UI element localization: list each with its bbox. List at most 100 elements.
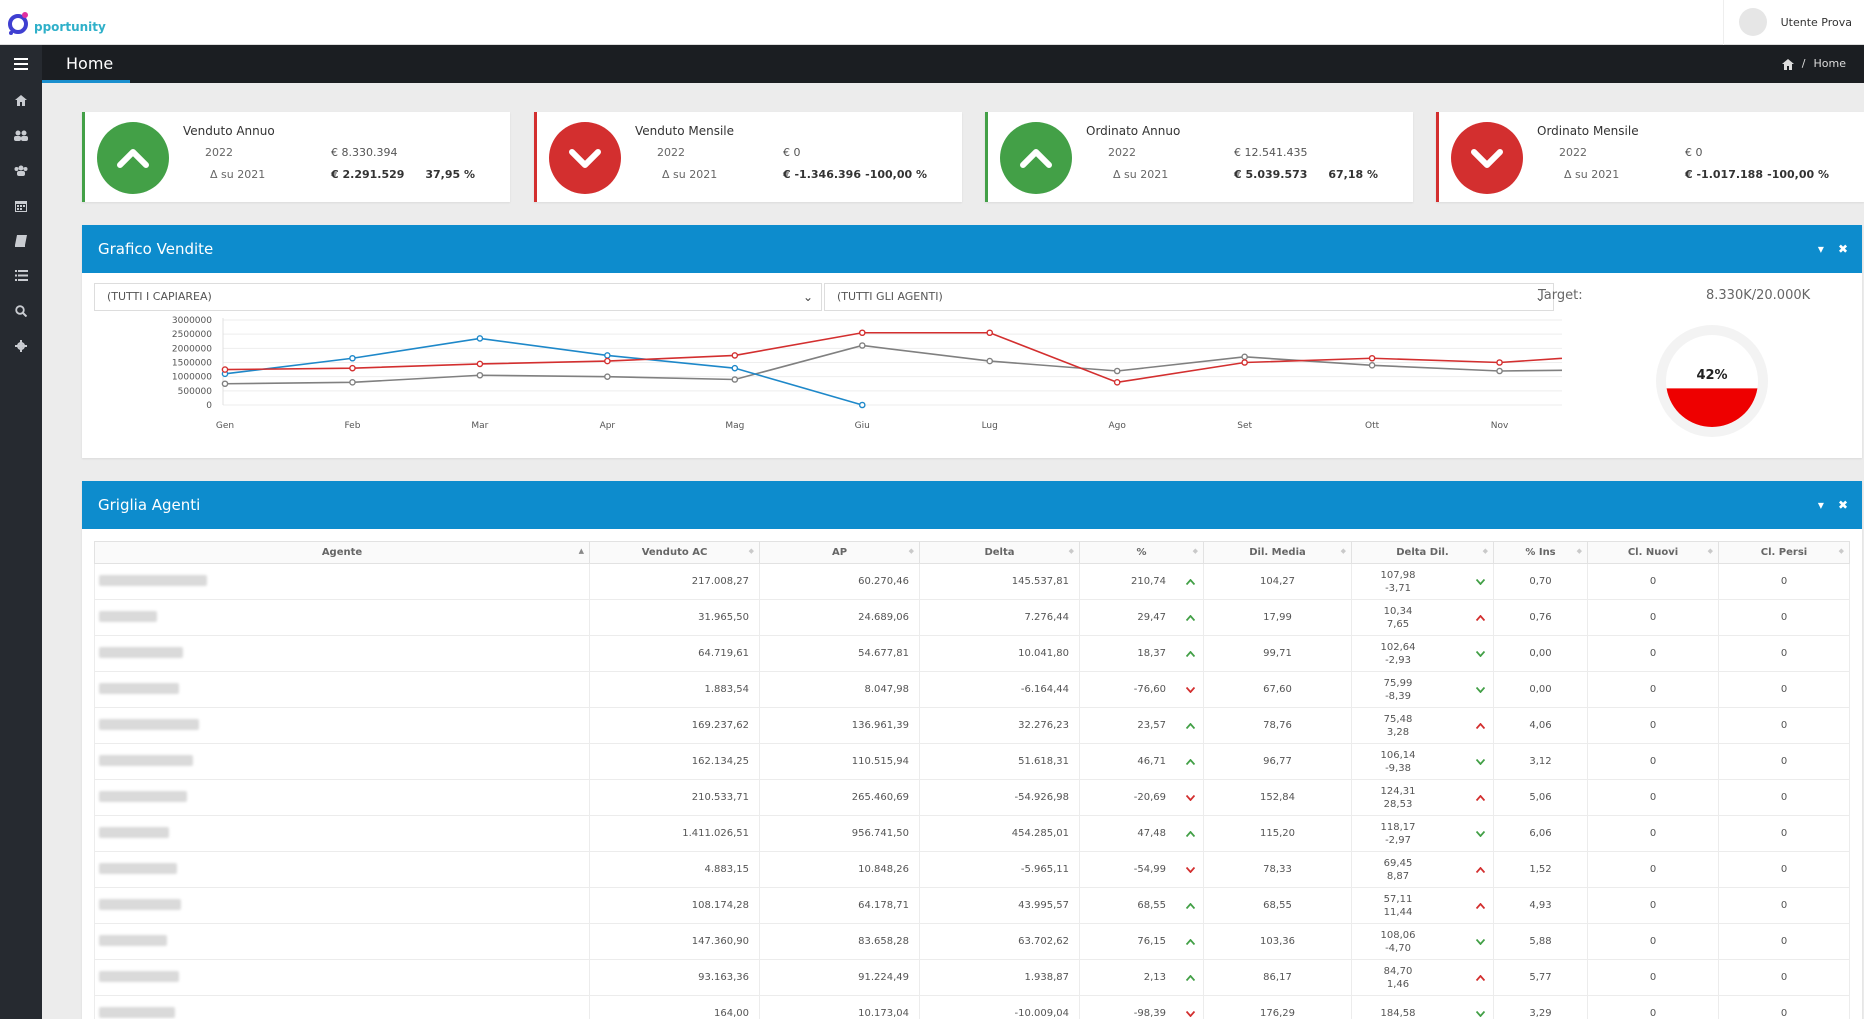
data-point — [476, 360, 484, 368]
delta-dil-cell: 10,34 7,65 — [1351, 599, 1494, 636]
trend-indicator — [549, 122, 621, 194]
percent-value: -54,99 — [1133, 864, 1166, 875]
table-row[interactable]: 64.719,61 54.677,81 10.041,80 18,37 99,71 102… — [94, 635, 1850, 672]
table-row[interactable]: 1.883,54 8.047,98 -6.164,44 -76,60 67,60 75,9… — [94, 671, 1850, 708]
table-row[interactable]: 162.134,25 110.515,94 51.618,31 46,71 96,77 1… — [94, 743, 1850, 780]
column-header[interactable]: Venduto AC ◆ — [589, 541, 760, 564]
agent-name-cell[interactable] — [94, 779, 590, 816]
delta-cell: 43.995,57 — [919, 887, 1080, 924]
breadcrumb-item-home[interactable]: Home — [1813, 57, 1846, 70]
column-header[interactable]: % Ins ◆ — [1493, 541, 1588, 564]
agent-name-cell[interactable] — [94, 635, 590, 672]
table-row[interactable]: 169.237,62 136.961,39 32.276,23 23,57 78,76 7… — [94, 707, 1850, 744]
kpi-title: Venduto Annuo — [183, 124, 275, 138]
trend-up-icon — [1476, 614, 1485, 621]
home-icon[interactable] — [1781, 58, 1794, 70]
y-tick-label: 2500000 — [172, 330, 212, 340]
agent-name-cell[interactable] — [94, 743, 590, 780]
column-header-label: Delta Dil. — [1396, 547, 1449, 558]
x-tick-label: Gen — [216, 421, 234, 431]
menu-icon[interactable] — [0, 45, 42, 83]
agent-select[interactable]: (TUTTI GLI AGENTI) ⌄ — [824, 283, 1554, 311]
trend-down-icon — [1186, 866, 1195, 873]
data-point — [731, 364, 739, 372]
ap-cell: 110.515,94 — [759, 743, 920, 780]
close-icon[interactable]: ✖ — [1837, 498, 1848, 512]
agent-name-cell[interactable] — [94, 707, 590, 744]
agent-name-cell[interactable] — [94, 887, 590, 924]
table-row[interactable]: 108.174,28 64.178,71 43.995,57 68,55 68,55 57… — [94, 887, 1850, 924]
table-row[interactable]: 93.163,36 91.224,49 1.938,87 2,13 86,17 84,70… — [94, 959, 1850, 996]
agent-name-cell[interactable] — [94, 923, 590, 960]
data-point — [1241, 353, 1248, 361]
area-manager-select[interactable]: (TUTTI I CAPIAREA) ⌄ — [94, 283, 822, 311]
sort-icon[interactable]: ◆ — [1576, 547, 1582, 555]
collapse-icon[interactable]: ▾ — [1817, 498, 1824, 512]
column-header[interactable]: % ◆ — [1079, 541, 1204, 564]
agent-name-cell[interactable] — [94, 995, 590, 1019]
data-point — [349, 354, 356, 362]
avatar[interactable] — [1738, 8, 1767, 36]
sort-icon[interactable]: ◆ — [748, 547, 754, 555]
percent-value: 18,37 — [1137, 648, 1166, 659]
percent-cell: 68,55 — [1079, 887, 1204, 924]
agent-select-value: (TUTTI GLI AGENTI) — [837, 290, 943, 303]
agent-name-cell[interactable] — [94, 959, 590, 996]
sort-icon[interactable]: ▲ — [578, 547, 584, 555]
search-icon[interactable] — [0, 293, 42, 328]
calendar-icon[interactable] — [0, 188, 42, 223]
sort-icon[interactable]: ◆ — [1838, 547, 1844, 555]
sort-icon[interactable]: ◆ — [1707, 547, 1713, 555]
table-row[interactable]: 217.008,27 60.270,46 145.537,81 210,74 104,2… — [94, 563, 1850, 600]
table-row[interactable]: 31.965,50 24.689,06 7.276,44 29,47 17,99 10,3… — [94, 599, 1850, 636]
column-header[interactable]: Cl. Persi ◆ — [1718, 541, 1850, 564]
redacted-agent-name — [99, 790, 187, 802]
ap-cell: 24.689,06 — [759, 599, 920, 636]
sort-icon[interactable]: ◆ — [1068, 547, 1074, 555]
sort-icon[interactable]: ◆ — [1482, 547, 1488, 555]
new-clients-cell: 0 — [1587, 671, 1719, 708]
column-header[interactable]: Delta ◆ — [919, 541, 1080, 564]
user-menu[interactable]: Utente Prova — [1738, 8, 1852, 36]
app-logo[interactable]: pportunity — [6, 8, 106, 38]
column-header[interactable]: Cl. Nuovi ◆ — [1587, 541, 1719, 564]
trend-indicator — [1451, 122, 1523, 194]
agent-name-cell[interactable] — [94, 815, 590, 852]
collapse-icon[interactable]: ▾ — [1817, 242, 1824, 256]
users-icon[interactable] — [0, 118, 42, 153]
redacted-agent-name — [99, 718, 199, 730]
column-header[interactable]: Agente ▲ — [94, 541, 590, 564]
agent-name-cell[interactable] — [94, 599, 590, 636]
sort-icon[interactable]: ◆ — [1192, 547, 1198, 555]
ap-cell: 54.677,81 — [759, 635, 920, 672]
agent-name-cell[interactable] — [94, 671, 590, 708]
table-row[interactable]: 4.883,15 10.848,26 -5.965,11 -54,99 78,33 69,… — [94, 851, 1850, 888]
table-row[interactable]: 1.411.026,51 956.741,50 454.285,01 47,48 115… — [94, 815, 1850, 852]
agent-name-cell[interactable] — [94, 851, 590, 888]
table-row[interactable]: 147.360,90 83.658,28 63.702,62 76,15 103,36 1… — [94, 923, 1850, 960]
settings-icon[interactable] — [0, 328, 42, 363]
table-row[interactable]: 164,00 10.173,04 -10.009,04 -98,39 176,29 184… — [94, 995, 1850, 1019]
sort-icon[interactable]: ◆ — [1340, 547, 1346, 555]
percent-cell: 23,57 — [1079, 707, 1204, 744]
table-row[interactable]: 210.533,71 265.460,69 -54.926,98 -20,69 152,… — [94, 779, 1850, 816]
close-icon[interactable]: ✖ — [1837, 242, 1848, 256]
venduto-cell: 169.237,62 — [589, 707, 760, 744]
target-label: Target: — [1538, 288, 1583, 303]
group-icon[interactable] — [0, 153, 42, 188]
list-icon[interactable] — [0, 258, 42, 293]
percent-value: 68,55 — [1137, 900, 1166, 911]
column-header[interactable]: Delta Dil. ◆ — [1351, 541, 1494, 564]
agent-name-cell[interactable] — [94, 563, 590, 600]
user-name[interactable]: Utente Prova — [1780, 15, 1852, 29]
book-icon[interactable] — [0, 223, 42, 258]
column-header[interactable]: Dil. Media ◆ — [1203, 541, 1352, 564]
column-header[interactable]: AP ◆ — [759, 541, 920, 564]
kpi-percent: 37,95 % — [425, 168, 475, 181]
home-icon[interactable] — [0, 83, 42, 118]
series-line-2022 — [224, 337, 863, 406]
sort-icon[interactable]: ◆ — [908, 547, 914, 555]
percent-ins-cell: 0,70 — [1493, 563, 1588, 600]
data-point — [1368, 362, 1376, 369]
lost-clients-cell: 0 — [1718, 923, 1850, 960]
